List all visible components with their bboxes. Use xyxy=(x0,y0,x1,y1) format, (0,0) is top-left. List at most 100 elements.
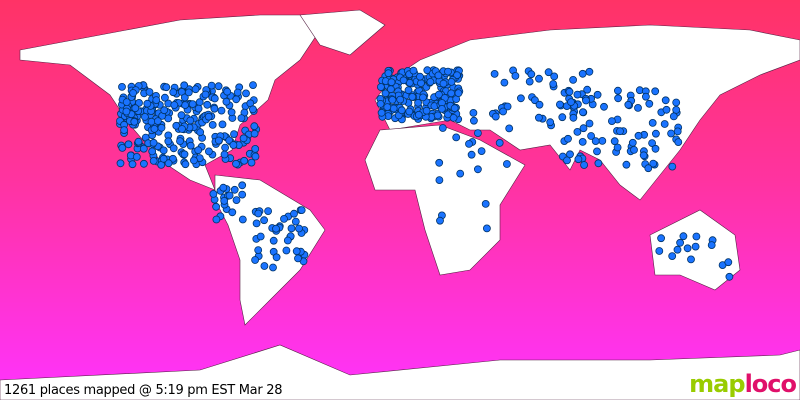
place-marker[interactable] xyxy=(683,244,692,253)
place-marker[interactable] xyxy=(567,98,575,106)
place-marker[interactable] xyxy=(481,199,490,208)
place-marker[interactable] xyxy=(614,86,622,95)
place-marker[interactable] xyxy=(118,143,127,152)
place-marker[interactable] xyxy=(220,196,229,205)
place-marker[interactable] xyxy=(491,112,500,121)
place-marker[interactable] xyxy=(439,79,448,88)
place-marker[interactable] xyxy=(290,209,298,218)
place-marker[interactable] xyxy=(242,89,250,98)
place-marker[interactable] xyxy=(563,156,571,165)
place-marker[interactable] xyxy=(531,96,539,105)
place-marker[interactable] xyxy=(254,209,263,218)
place-marker[interactable] xyxy=(655,247,664,255)
place-marker[interactable] xyxy=(447,89,456,98)
place-marker[interactable] xyxy=(232,95,241,104)
place-marker[interactable] xyxy=(131,104,140,113)
place-marker[interactable] xyxy=(387,78,396,87)
place-marker[interactable] xyxy=(433,111,442,120)
place-marker[interactable] xyxy=(660,120,669,128)
place-marker[interactable] xyxy=(240,156,249,165)
place-marker[interactable] xyxy=(435,158,444,167)
place-marker[interactable] xyxy=(634,104,642,112)
place-marker[interactable] xyxy=(297,206,306,215)
place-marker[interactable] xyxy=(251,256,260,264)
place-marker[interactable] xyxy=(194,146,203,155)
place-marker[interactable] xyxy=(214,82,223,91)
place-marker[interactable] xyxy=(181,101,190,109)
place-marker[interactable] xyxy=(149,156,158,165)
place-marker[interactable] xyxy=(143,99,152,108)
place-marker[interactable] xyxy=(600,102,608,111)
place-marker[interactable] xyxy=(679,232,688,241)
place-marker[interactable] xyxy=(159,154,168,163)
place-marker[interactable] xyxy=(594,159,603,168)
place-marker[interactable] xyxy=(218,120,227,129)
place-marker[interactable] xyxy=(209,189,218,198)
place-marker[interactable] xyxy=(707,241,716,250)
place-marker[interactable] xyxy=(269,263,277,272)
place-marker[interactable] xyxy=(628,138,637,147)
place-marker[interactable] xyxy=(250,122,259,131)
place-marker[interactable] xyxy=(203,100,212,109)
place-marker[interactable] xyxy=(294,254,302,263)
place-marker[interactable] xyxy=(422,106,431,115)
place-marker[interactable] xyxy=(272,253,281,262)
place-marker[interactable] xyxy=(232,196,241,205)
place-marker[interactable] xyxy=(687,255,695,264)
place-marker[interactable] xyxy=(214,136,223,145)
place-marker[interactable] xyxy=(544,68,553,77)
place-marker[interactable] xyxy=(376,100,385,108)
place-marker[interactable] xyxy=(456,169,465,178)
place-marker[interactable] xyxy=(221,143,230,152)
place-marker[interactable] xyxy=(452,133,461,142)
place-marker[interactable] xyxy=(409,66,418,75)
place-marker[interactable] xyxy=(272,224,280,233)
place-marker[interactable] xyxy=(116,159,125,168)
place-marker[interactable] xyxy=(614,94,622,103)
place-marker[interactable] xyxy=(668,252,677,261)
place-marker[interactable] xyxy=(569,76,577,84)
place-marker[interactable] xyxy=(668,162,677,171)
place-marker[interactable] xyxy=(150,124,159,133)
place-marker[interactable] xyxy=(644,164,653,173)
place-marker[interactable] xyxy=(389,104,398,113)
place-marker[interactable] xyxy=(204,112,213,121)
place-marker[interactable] xyxy=(196,128,205,137)
place-marker[interactable] xyxy=(473,165,482,174)
place-marker[interactable] xyxy=(578,69,587,78)
place-marker[interactable] xyxy=(414,110,423,119)
place-marker[interactable] xyxy=(283,236,292,245)
place-marker[interactable] xyxy=(535,113,543,122)
place-marker[interactable] xyxy=(191,85,200,94)
place-marker[interactable] xyxy=(549,80,558,88)
place-marker[interactable] xyxy=(186,141,195,150)
place-marker[interactable] xyxy=(222,97,231,106)
place-marker[interactable] xyxy=(228,208,237,217)
place-marker[interactable] xyxy=(651,144,660,153)
place-marker[interactable] xyxy=(377,108,386,117)
place-marker[interactable] xyxy=(573,127,582,136)
place-marker[interactable] xyxy=(212,215,221,224)
place-marker[interactable] xyxy=(652,129,660,138)
place-marker[interactable] xyxy=(169,88,178,97)
place-marker[interactable] xyxy=(469,109,478,117)
place-marker[interactable] xyxy=(189,156,198,165)
place-marker[interactable] xyxy=(499,107,508,116)
place-marker[interactable] xyxy=(616,127,624,136)
place-marker[interactable] xyxy=(223,87,232,96)
place-marker[interactable] xyxy=(160,106,169,115)
place-marker[interactable] xyxy=(217,106,226,115)
place-marker[interactable] xyxy=(591,137,600,146)
place-marker[interactable] xyxy=(639,151,648,160)
place-marker[interactable] xyxy=(176,137,184,146)
place-marker[interactable] xyxy=(251,144,260,153)
place-marker[interactable] xyxy=(287,224,296,233)
place-marker[interactable] xyxy=(438,124,447,132)
place-marker[interactable] xyxy=(180,150,189,159)
place-marker[interactable] xyxy=(550,72,559,81)
place-marker[interactable] xyxy=(624,100,633,109)
place-marker[interactable] xyxy=(672,98,681,107)
place-marker[interactable] xyxy=(434,71,443,80)
place-marker[interactable] xyxy=(120,126,128,135)
place-marker[interactable] xyxy=(573,90,582,99)
